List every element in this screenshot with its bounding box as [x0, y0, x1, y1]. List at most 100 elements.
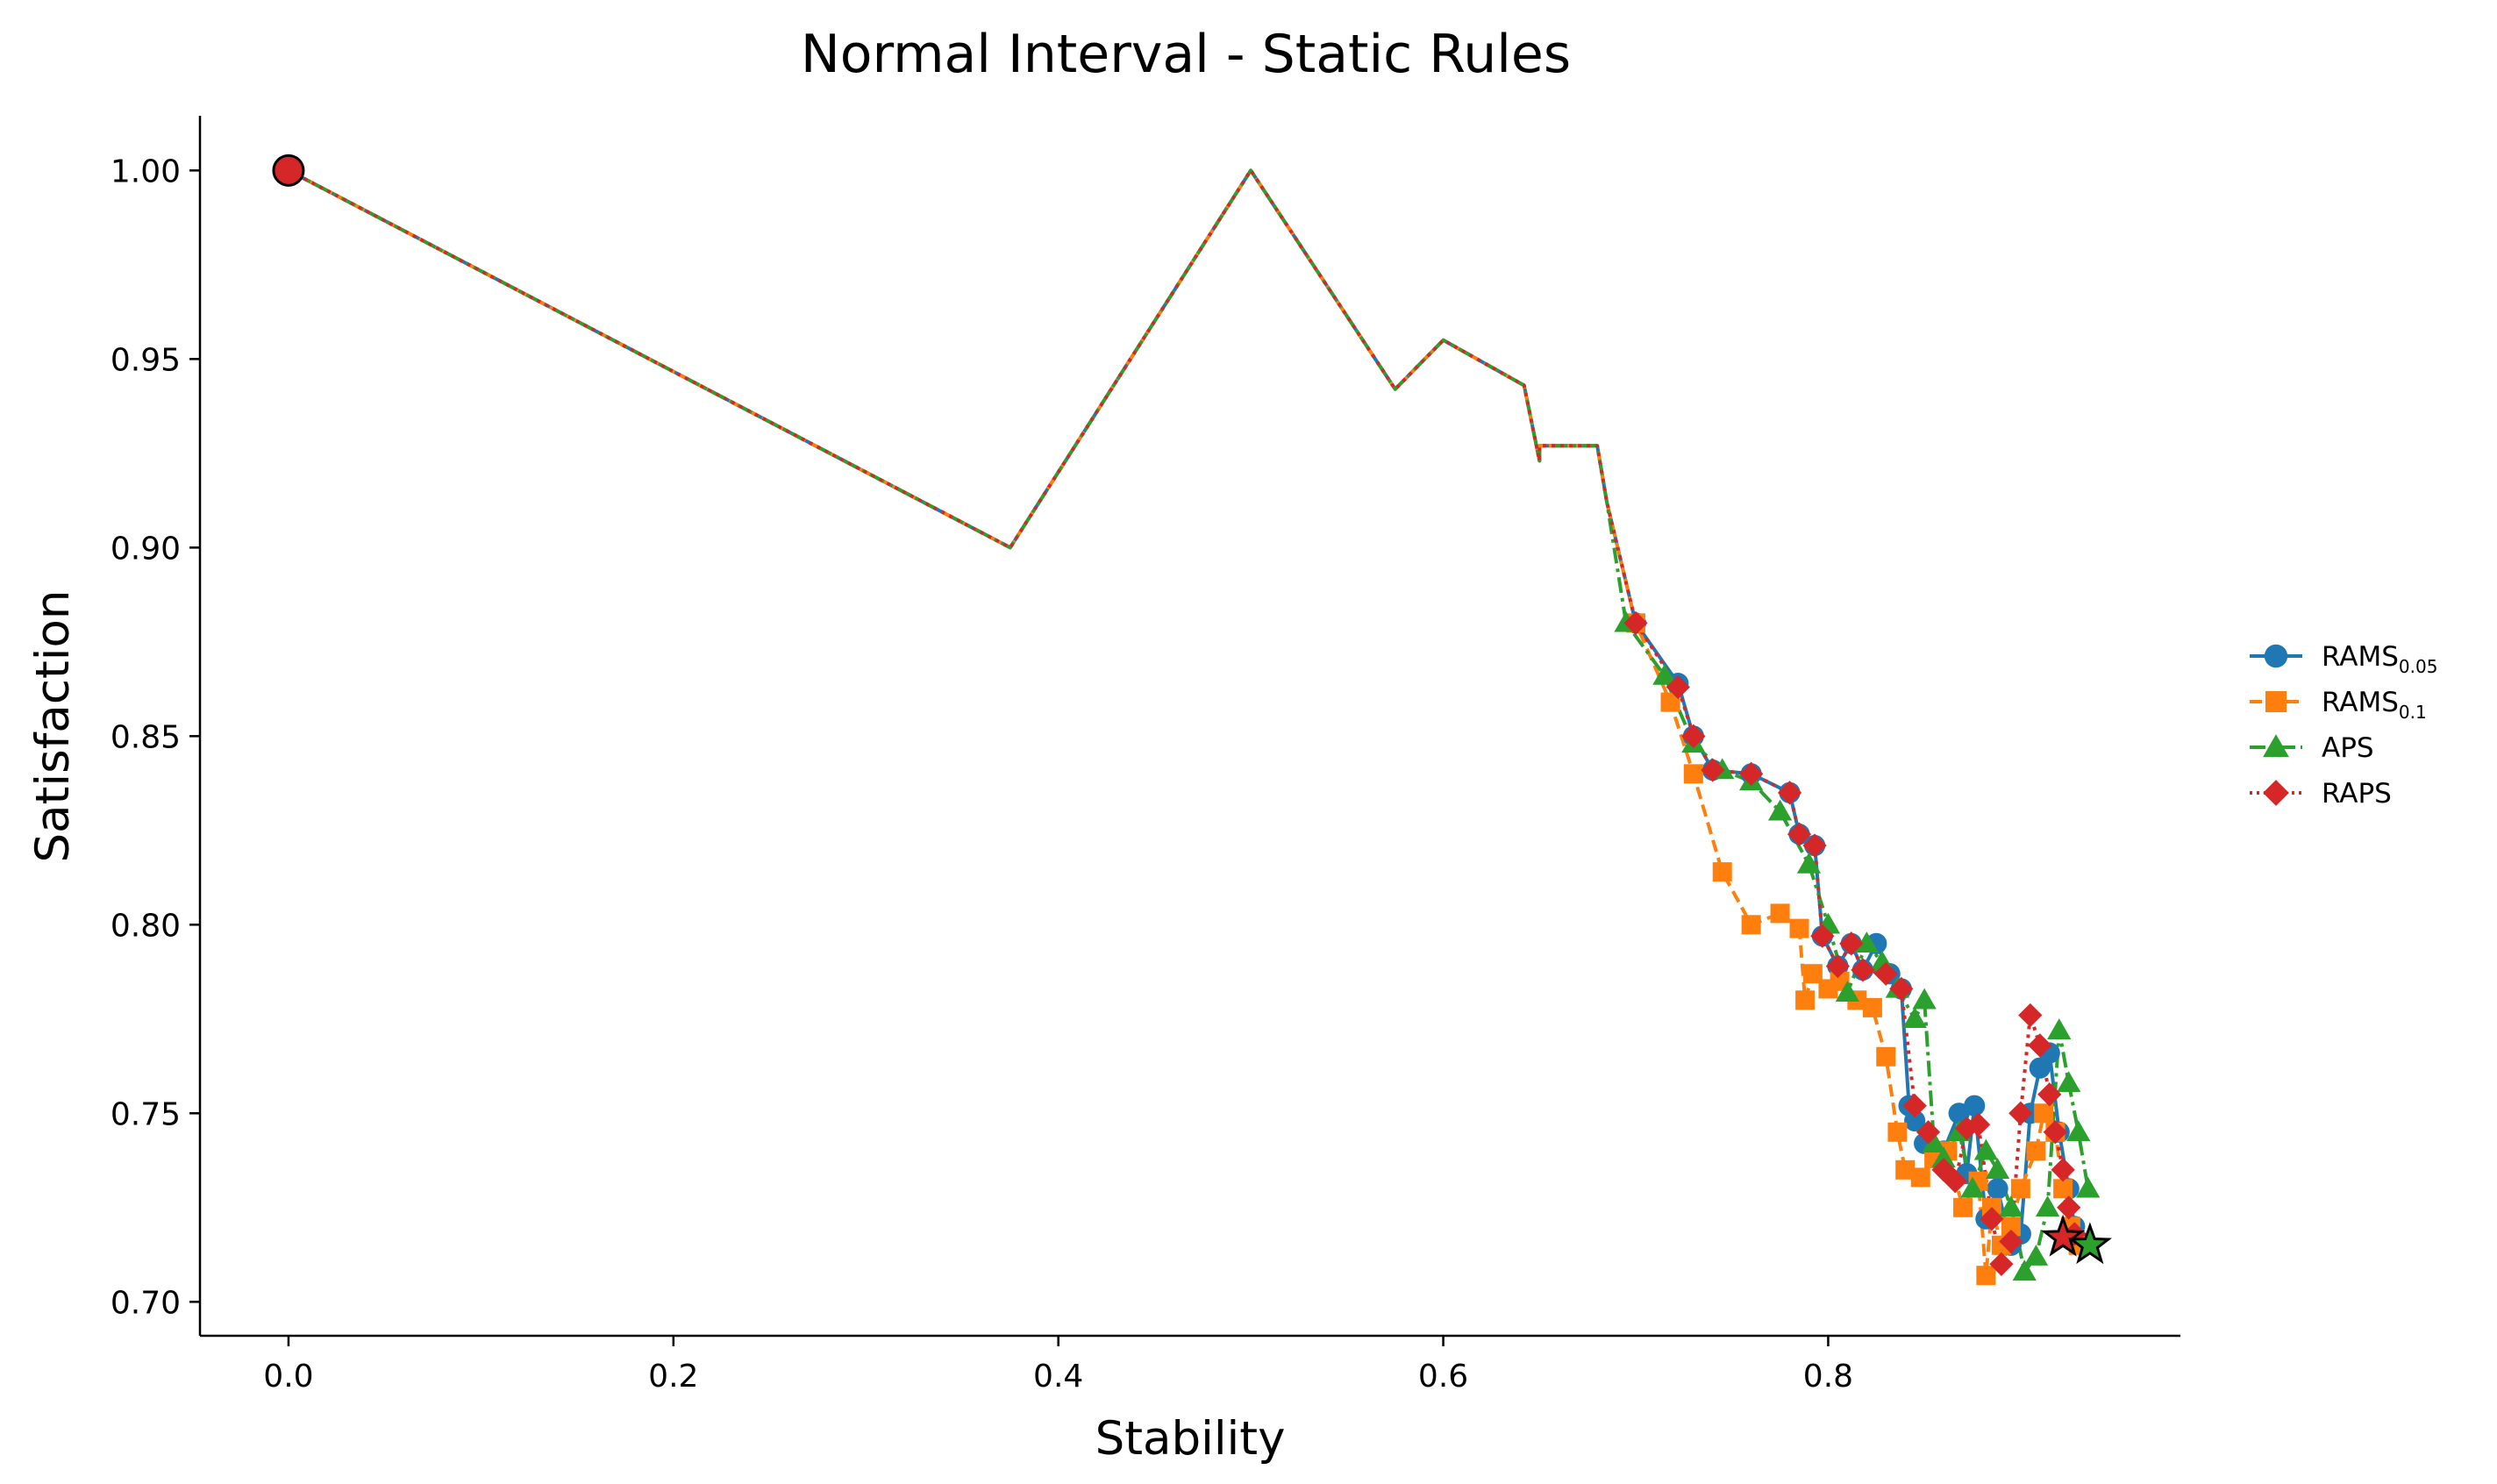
legend-marker-0	[2264, 644, 2288, 668]
series-3-point	[1825, 953, 1851, 979]
series-3-point	[1839, 931, 1864, 956]
x-tick-label: 0.2	[648, 1359, 698, 1395]
series-3-point	[2018, 1002, 2043, 1028]
series-1-point	[2001, 1216, 2021, 1237]
series-2-point	[1796, 852, 1822, 874]
series-1-point	[1895, 1159, 1916, 1180]
x-axis-label: Stability	[1095, 1412, 1286, 1466]
y-ticks: 0.70 0.75 0.80 0.85 0.90 0.95 1.00	[111, 153, 200, 1321]
marker-layer	[272, 153, 2113, 1286]
series-3-point	[1954, 1116, 1980, 1141]
series-0-point	[1964, 1095, 1986, 1117]
series-1-point	[2026, 1141, 2046, 1161]
series-3-point	[1902, 1094, 1927, 1118]
start-point-marker	[272, 153, 305, 187]
series-2-point	[1973, 1138, 1999, 1160]
series-3-point	[2057, 1195, 2081, 1220]
series-3-point	[1999, 1229, 2023, 1254]
series-1-point	[1683, 764, 1703, 784]
series-1-point	[1660, 692, 1680, 712]
series-3-point	[1851, 958, 1875, 982]
end-star-marker	[2067, 1222, 2113, 1265]
series-2-point	[1652, 663, 1677, 685]
series-2-point	[2035, 1195, 2060, 1217]
series-2-point	[2066, 1120, 2091, 1142]
series-1-point	[1976, 1266, 1996, 1286]
y-tick-label: 0.90	[111, 531, 181, 567]
series-0-point	[1987, 1178, 2008, 1200]
series-3-point	[1916, 1120, 1941, 1145]
y-tick-label: 0.70	[111, 1285, 181, 1321]
series-3-point	[2043, 1120, 2068, 1145]
series-2-point	[1912, 988, 1937, 1010]
x-ticks: 0.0 0.2 0.4 0.6 0.8	[263, 1336, 1853, 1395]
end-star-marker	[2040, 1214, 2086, 1257]
y-tick-label: 0.80	[111, 908, 181, 944]
legend-marker-3	[2263, 780, 2289, 806]
series-1-point	[1876, 1046, 1896, 1067]
series-2-point	[1835, 981, 1860, 1002]
series-1-point	[1887, 1122, 1908, 1142]
x-tick-label: 0.6	[1418, 1359, 1468, 1395]
series-3-point	[1681, 724, 1706, 748]
y-tick-label: 1.00	[111, 153, 181, 189]
legend-label-1: RAMS0.1	[2322, 687, 2427, 723]
series-1-point	[1802, 964, 1823, 984]
series-1-point	[1862, 997, 1882, 1017]
series-2-point	[1985, 1158, 2010, 1180]
y-tick-label: 0.95	[111, 342, 181, 378]
legend: RAMS0.05 RAMS0.1 APS RAPS	[2250, 641, 2437, 810]
series-3-point	[1787, 822, 1812, 846]
series-2-point	[1960, 1176, 1985, 1198]
series-2-point	[1767, 799, 1793, 821]
series-3-point	[1666, 674, 1690, 700]
legend-label-0: RAMS0.05	[2322, 641, 2437, 677]
series-1-point	[1789, 918, 1809, 938]
legend-label-3: RAPS	[2322, 778, 2392, 810]
series-line-0	[287, 168, 2080, 1247]
series-3-point	[1739, 761, 1764, 786]
series-3-point	[1980, 1207, 2004, 1231]
legend-marker-2	[2263, 734, 2289, 758]
series-2-point	[2057, 1071, 2081, 1093]
series-3-point	[1810, 924, 1835, 948]
series-0-point	[2029, 1057, 2051, 1079]
legend-marker-1	[2265, 691, 2287, 712]
y-tick-label: 0.85	[111, 719, 181, 755]
y-tick-label: 0.75	[111, 1096, 181, 1132]
series-3-point	[1623, 610, 1648, 635]
series-3-point	[1701, 758, 1725, 782]
series-1-point	[2034, 1103, 2054, 1124]
series-2-point	[1922, 1131, 1946, 1152]
series-3-point	[2028, 1033, 2052, 1058]
series-3-point	[1965, 1112, 1991, 1137]
series-1-point	[2053, 1179, 2073, 1199]
x-tick-label: 0.4	[1033, 1359, 1083, 1395]
series-1-point	[1910, 1167, 1930, 1188]
series-1-point	[1712, 862, 1732, 882]
series-3-point	[2037, 1082, 2062, 1107]
series-3-point	[2008, 1101, 2033, 1125]
series-3-point	[1802, 833, 1827, 858]
series-line-3	[287, 168, 2077, 1266]
series-2-point	[2047, 1018, 2072, 1039]
series-1-point	[1795, 990, 1816, 1010]
series-line-1	[287, 168, 2080, 1278]
x-tick-label: 0.8	[1803, 1359, 1853, 1395]
series-1-point	[1953, 1197, 1973, 1217]
series-2-point	[1931, 1146, 1956, 1168]
x-tick-label: 0.0	[263, 1359, 313, 1395]
y-axis-label: Satisfaction	[26, 589, 80, 862]
series-2-point	[2012, 1259, 2037, 1281]
series-1-point	[1770, 903, 1790, 924]
series-1-point	[1741, 915, 1761, 935]
series-2-point	[1854, 931, 1879, 953]
legend-label-2: APS	[2322, 732, 2374, 764]
series-line-2	[287, 168, 2090, 1274]
series-3-point	[1873, 961, 1898, 986]
chart-title: Normal Interval - Static Rules	[801, 24, 1571, 85]
series-1-point	[2010, 1179, 2030, 1199]
series-2-point	[2076, 1176, 2101, 1198]
series-layer	[287, 168, 2090, 1278]
series-0-point	[1904, 1109, 1926, 1132]
